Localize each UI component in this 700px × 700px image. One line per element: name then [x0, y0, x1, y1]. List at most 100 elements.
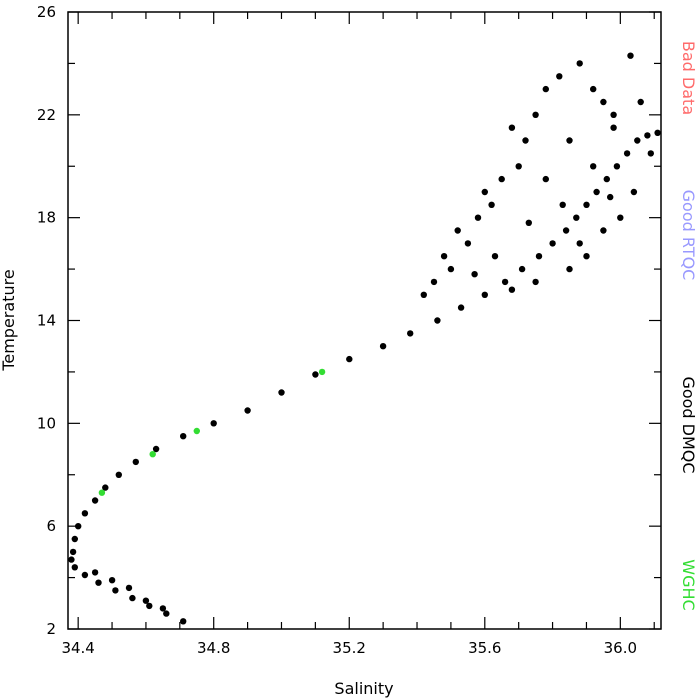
data-point [447, 265, 455, 273]
data-point [91, 569, 99, 576]
data-point [515, 163, 522, 170]
data-point [562, 227, 570, 234]
y-tick-label: 10 [37, 414, 56, 432]
legend: Bad Data Good RTQC Good DMQC WGHC [679, 41, 698, 611]
data-point [318, 368, 326, 376]
data-point [159, 605, 167, 612]
data-point [535, 253, 543, 260]
data-point [525, 219, 532, 226]
data-point [434, 317, 441, 324]
data-point [630, 188, 638, 196]
x-tick-label: 36.0 [604, 639, 637, 657]
data-point [518, 265, 526, 273]
data-point [142, 597, 150, 604]
data-point [623, 150, 631, 157]
data-point [163, 610, 170, 617]
legend-item: WGHC [679, 559, 698, 610]
data-point [488, 201, 495, 208]
axis-ticks [68, 11, 661, 630]
y-axis-title: Temperature [0, 269, 18, 371]
data-point [430, 278, 438, 286]
data-point [644, 132, 651, 139]
data-point [532, 278, 539, 286]
data-point [152, 445, 160, 453]
data-point [108, 577, 116, 584]
data-point [95, 579, 102, 586]
data-point [522, 137, 529, 144]
data-point [556, 73, 563, 80]
data-point [98, 489, 106, 496]
data-point [102, 484, 109, 491]
data-point [637, 98, 644, 106]
data-point [542, 175, 549, 183]
data-point [457, 304, 465, 311]
legend-item: Good DMQC [679, 376, 698, 473]
data-point [180, 433, 187, 440]
data-point [654, 129, 661, 136]
data-point [481, 291, 488, 298]
data-point [149, 451, 156, 458]
data-point [132, 458, 139, 466]
y-tick-label: 26 [37, 3, 56, 21]
data-point [593, 188, 600, 196]
data-point [617, 214, 624, 221]
scatter-points [68, 52, 661, 625]
data-point [115, 471, 123, 478]
data-point [474, 214, 482, 221]
data-point [210, 420, 217, 427]
data-point [491, 253, 499, 260]
data-point [420, 291, 427, 298]
data-point [129, 594, 136, 602]
data-point [278, 389, 285, 396]
legend-item: Good RTQC [679, 190, 698, 281]
data-point [647, 150, 654, 157]
data-point [407, 330, 414, 337]
y-tick-label: 18 [37, 209, 56, 227]
data-point [346, 355, 353, 363]
data-point [379, 343, 387, 350]
x-tick-label: 35.6 [468, 639, 501, 657]
data-point [603, 175, 610, 183]
data-point [607, 193, 614, 201]
data-point [112, 587, 119, 594]
data-point [576, 240, 583, 247]
data-point [244, 407, 251, 414]
y-tick-label: 6 [46, 517, 56, 535]
data-point [464, 240, 472, 247]
data-point [454, 227, 461, 234]
data-point [590, 85, 597, 93]
data-point [193, 427, 200, 435]
data-point [549, 240, 556, 247]
data-point [600, 227, 607, 234]
data-point [532, 111, 539, 119]
data-point [610, 124, 617, 131]
data-point [180, 618, 187, 625]
data-point [590, 163, 597, 170]
y-tick-label: 22 [37, 106, 56, 124]
y-tick-label: 2 [46, 620, 56, 638]
data-point [583, 201, 590, 208]
x-tick-label: 34.8 [197, 639, 230, 657]
data-point [566, 137, 573, 144]
data-point [508, 124, 516, 131]
data-point [81, 571, 89, 579]
legend-item: Bad Data [679, 41, 698, 115]
data-point [91, 497, 99, 504]
data-point [81, 510, 89, 517]
data-point [600, 98, 607, 106]
data-point [501, 278, 509, 286]
data-point [576, 60, 583, 67]
data-point [542, 85, 549, 93]
y-tick-label: 14 [37, 312, 56, 330]
data-point [627, 52, 634, 59]
data-point [312, 371, 319, 378]
plot-frame [67, 11, 662, 630]
data-point [68, 556, 75, 563]
data-point [71, 535, 79, 543]
data-point [125, 584, 133, 592]
data-point [440, 253, 448, 260]
data-point [613, 163, 621, 170]
data-point [583, 253, 590, 260]
